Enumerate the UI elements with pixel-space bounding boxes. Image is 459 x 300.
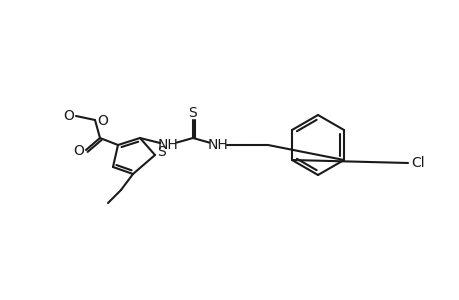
Text: NH: NH	[207, 138, 228, 152]
Text: O: O	[73, 144, 84, 158]
Text: O: O	[63, 109, 74, 123]
Text: Cl: Cl	[410, 156, 424, 170]
Text: NH: NH	[157, 138, 178, 152]
Text: S: S	[188, 106, 197, 120]
Text: S: S	[157, 145, 166, 159]
Text: O: O	[97, 114, 108, 128]
